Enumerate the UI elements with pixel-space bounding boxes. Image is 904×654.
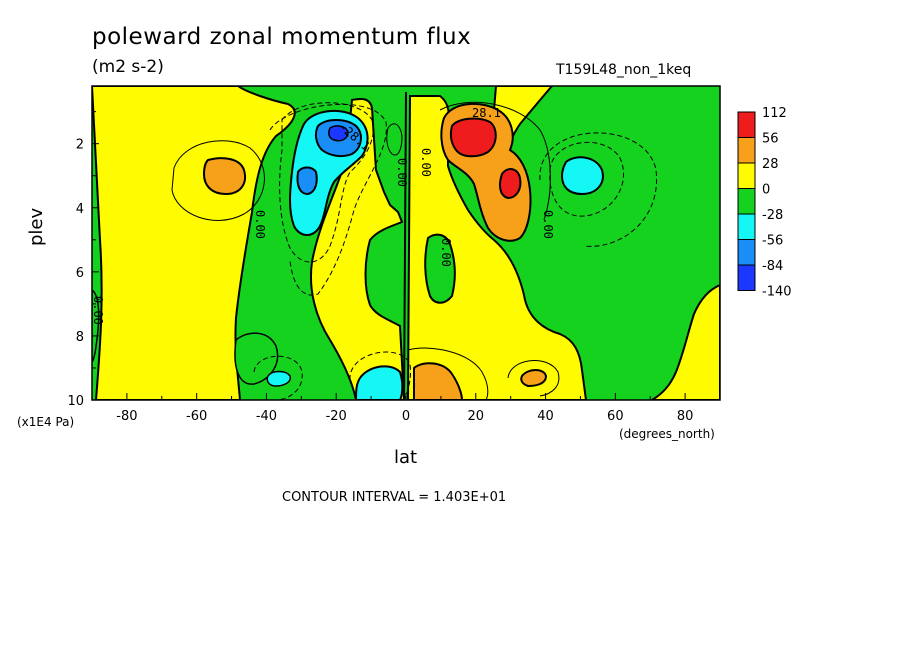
x-tick-label: 40 xyxy=(537,409,554,424)
fill-band-positive-south xyxy=(92,86,296,400)
dashed-contours xyxy=(253,102,658,400)
contour-line-south-low-negative xyxy=(253,355,303,400)
legend-swatch xyxy=(737,137,756,164)
contour-line-south-negative-outer xyxy=(269,103,387,296)
y-tick-label: 4 xyxy=(76,202,84,217)
line-contours xyxy=(171,101,560,400)
x-tick-label: -40 xyxy=(256,409,277,424)
y-axis-label: plev xyxy=(26,207,47,246)
run-id: T159L48_non_1keq xyxy=(556,62,692,78)
contour-interval: CONTOUR INTERVAL = 1.403E+01 xyxy=(282,490,507,505)
contour-label: 0.00 xyxy=(439,238,453,267)
x-axis: -80 -60 -40 -20 0 20 40 60 80 xyxy=(91,393,721,424)
fill-band-neg-56-north xyxy=(560,156,604,196)
fill-band-neg-pocket xyxy=(234,332,279,385)
legend-label: 0 xyxy=(762,183,770,198)
legend-label: 28 xyxy=(762,157,779,172)
fill-band-neg-intrusion-north xyxy=(424,233,456,304)
fill-band-28-56-north-low xyxy=(520,369,548,388)
contour-label: 0.00 xyxy=(419,148,433,177)
fill-band-neg-farsouth xyxy=(92,289,100,364)
x-axis-units: (degrees_north) xyxy=(619,427,715,441)
legend-swatch xyxy=(737,264,756,291)
legend-label: -84 xyxy=(762,259,783,274)
contour-line-north-low-positive xyxy=(507,360,560,397)
x-axis-label: lat xyxy=(394,447,418,468)
fill-band-neg-56-south-low xyxy=(266,370,292,387)
fill-band-positive-farnorth xyxy=(650,283,720,400)
y-tick-label: 8 xyxy=(76,330,84,345)
y-tick-label: 2 xyxy=(76,138,84,153)
x-tick-label: 60 xyxy=(607,409,624,424)
fill-band-56-112-north-mid xyxy=(499,168,522,200)
legend-swatch xyxy=(737,188,756,215)
y-axis-units: (x1E4 Pa) xyxy=(17,415,75,429)
y-axis: 2 4 6 8 10 xyxy=(67,111,99,409)
contour-line-north-positive xyxy=(439,101,551,221)
contour-line-equator-positive xyxy=(407,347,489,400)
y-tick-label: 6 xyxy=(76,266,84,281)
x-tick-label: -20 xyxy=(326,409,347,424)
color-legend: 112 56 28 0 -28 -56 -84 -140 xyxy=(737,106,792,300)
contour-label: 28.1 xyxy=(472,106,501,120)
x-tick-label: -80 xyxy=(116,409,137,424)
fill-band-56-112-north-upper xyxy=(449,117,497,158)
x-tick-label: 80 xyxy=(677,409,694,424)
legend-swatch xyxy=(737,213,756,240)
contour-line-south-negative xyxy=(279,102,374,263)
legend-label: -56 xyxy=(762,234,783,249)
y-tick-label: 10 xyxy=(67,394,84,409)
contour-line-equator-negative xyxy=(349,351,411,400)
legend-swatch xyxy=(737,162,756,189)
zero-contour-equator xyxy=(403,91,407,400)
contour-label: 0.00 xyxy=(91,296,105,325)
contour-line-center-positive xyxy=(386,123,403,156)
fill-band-neg-56-equator xyxy=(355,365,404,400)
x-tick-label: 20 xyxy=(468,409,485,424)
contour-line-north-negative xyxy=(549,141,625,217)
legend-label: -140 xyxy=(762,285,792,300)
fill-band-28-56-south xyxy=(202,157,246,196)
chart-title: poleward zonal momentum flux xyxy=(92,24,472,50)
filled-contours xyxy=(92,86,720,400)
legend-label: 112 xyxy=(762,106,787,121)
contour-label: 0.00 xyxy=(541,210,555,239)
chart-subtitle: (m2 s-2) xyxy=(92,57,164,77)
legend-swatch xyxy=(737,111,756,138)
legend-label: 56 xyxy=(762,132,779,147)
fill-band-28-56-equator xyxy=(413,362,464,400)
contour-line-north-negative-outer xyxy=(539,132,658,247)
contour-label: 0.00 xyxy=(253,210,267,239)
fill-band-positive-center xyxy=(309,98,406,400)
contour-line-south-positive xyxy=(171,140,265,221)
contour-label: 0.00 xyxy=(395,158,409,187)
x-tick-label: 0 xyxy=(402,409,410,424)
legend-label: -28 xyxy=(762,208,783,223)
fill-band-neg-140-south xyxy=(328,125,349,142)
legend-swatch xyxy=(737,239,756,266)
x-tick-label: -60 xyxy=(186,409,207,424)
fill-band-neg-84-south-mid xyxy=(296,166,318,196)
